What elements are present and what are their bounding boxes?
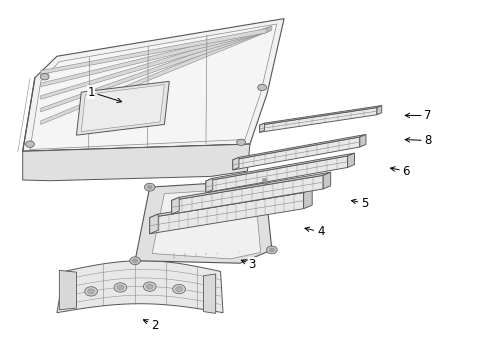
Circle shape (258, 84, 267, 91)
Polygon shape (23, 144, 250, 181)
Polygon shape (206, 156, 347, 193)
Circle shape (133, 259, 138, 262)
Polygon shape (206, 153, 354, 181)
Polygon shape (172, 172, 331, 201)
Circle shape (270, 248, 274, 252)
Circle shape (175, 287, 182, 292)
Circle shape (25, 141, 34, 147)
Circle shape (88, 289, 95, 294)
Polygon shape (233, 134, 366, 160)
Polygon shape (323, 172, 331, 189)
Polygon shape (30, 24, 277, 149)
Circle shape (40, 73, 49, 80)
Circle shape (144, 282, 156, 291)
Polygon shape (76, 81, 169, 135)
Polygon shape (360, 134, 366, 147)
Text: 5: 5 (351, 197, 368, 210)
Polygon shape (260, 105, 382, 125)
Text: 6: 6 (391, 165, 410, 177)
Polygon shape (150, 189, 312, 218)
Polygon shape (260, 108, 377, 132)
Polygon shape (23, 19, 284, 151)
Polygon shape (41, 26, 272, 125)
Circle shape (237, 139, 245, 145)
Circle shape (130, 257, 141, 265)
Polygon shape (347, 153, 354, 167)
Circle shape (147, 185, 152, 189)
Polygon shape (41, 27, 269, 99)
Polygon shape (172, 175, 323, 214)
Circle shape (145, 183, 155, 191)
Circle shape (259, 176, 270, 184)
Text: 4: 4 (305, 225, 324, 238)
Polygon shape (57, 261, 223, 313)
Polygon shape (41, 27, 270, 112)
Polygon shape (135, 180, 272, 263)
Polygon shape (304, 189, 312, 209)
Polygon shape (41, 28, 268, 87)
Circle shape (262, 178, 267, 182)
Polygon shape (203, 274, 216, 314)
Text: 8: 8 (405, 134, 432, 147)
Circle shape (267, 246, 277, 254)
Circle shape (147, 284, 153, 289)
Text: 2: 2 (144, 319, 158, 332)
Polygon shape (41, 29, 266, 74)
Circle shape (117, 285, 124, 290)
Polygon shape (150, 193, 304, 234)
Text: 1: 1 (87, 86, 122, 103)
Text: 7: 7 (405, 109, 432, 122)
Polygon shape (377, 105, 382, 115)
Polygon shape (233, 137, 360, 170)
Circle shape (114, 283, 127, 292)
Text: 3: 3 (241, 258, 256, 271)
Polygon shape (172, 197, 179, 214)
Circle shape (172, 284, 185, 294)
Polygon shape (152, 188, 261, 259)
Polygon shape (59, 270, 76, 310)
Circle shape (85, 287, 98, 296)
Polygon shape (206, 178, 213, 193)
Polygon shape (81, 85, 164, 132)
Polygon shape (260, 123, 265, 132)
Polygon shape (233, 157, 239, 170)
Polygon shape (150, 214, 158, 234)
